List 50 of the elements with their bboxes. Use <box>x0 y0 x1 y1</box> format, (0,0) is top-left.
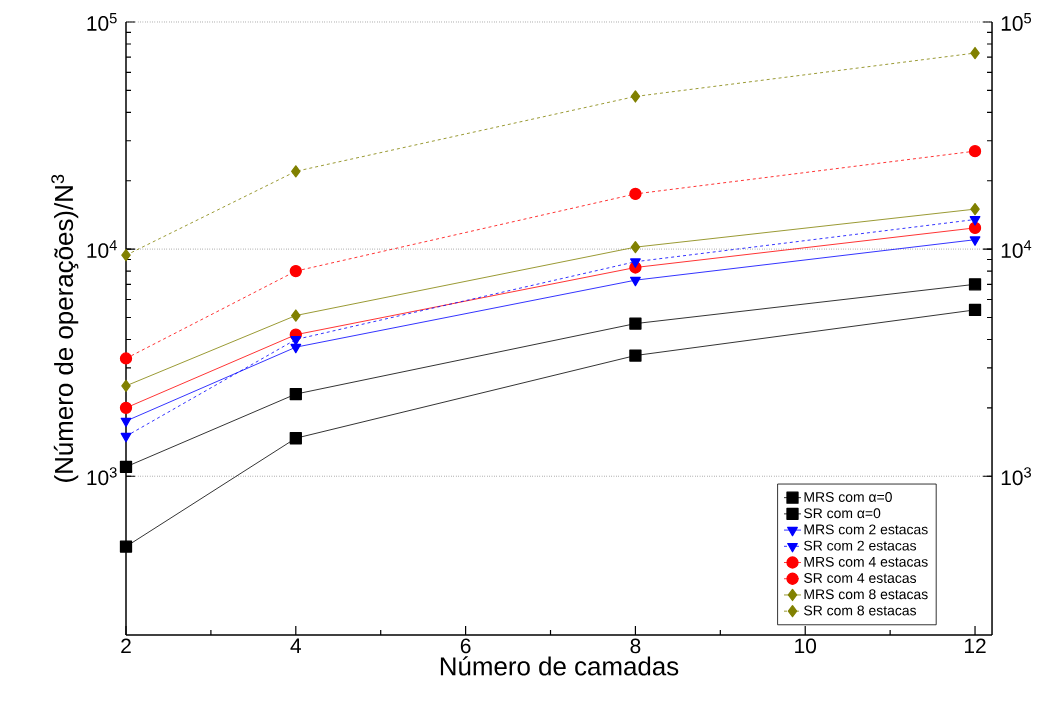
x-tick-label: 2 <box>121 638 131 654</box>
point <box>289 264 302 278</box>
point <box>630 90 641 103</box>
point <box>968 278 982 291</box>
point <box>968 303 982 317</box>
point <box>289 387 302 401</box>
point <box>969 216 981 226</box>
point <box>119 401 133 415</box>
point <box>119 540 133 553</box>
point <box>291 165 301 178</box>
text: 10$^{3}$ <box>1001 467 1031 486</box>
legend-label: MRS com α=0 <box>804 492 892 502</box>
legend-label: MRS com 4 estacas <box>804 556 928 567</box>
point <box>630 258 641 268</box>
point <box>630 276 641 287</box>
text: 10$^{4}$ <box>1001 240 1032 258</box>
text: 10$^{5}$ <box>1001 13 1032 31</box>
x-tick-label: 10 <box>795 638 817 654</box>
y-tick-label: 10$^{3}$ <box>87 467 117 486</box>
point <box>120 432 132 443</box>
legend-label: SR com 2 estacas <box>804 540 917 551</box>
point <box>629 349 642 362</box>
legend-label: MRS com 8 estacas <box>804 589 928 600</box>
y-tick-label: 10$^{5}$ <box>87 13 117 31</box>
y-tick-label: 10$^{4}$ <box>87 240 117 258</box>
point <box>120 417 132 428</box>
x-tick-label: 4 <box>290 638 301 653</box>
point <box>119 460 133 473</box>
legend-label: MRS com 2 estacas <box>804 524 928 535</box>
point <box>630 241 641 254</box>
point <box>119 352 133 365</box>
point <box>121 249 131 262</box>
point <box>629 317 642 330</box>
y-axis-title: (Número de operações)/N$^{3}$ <box>51 174 79 482</box>
point <box>970 202 980 216</box>
point <box>629 187 642 201</box>
point <box>121 379 131 392</box>
legend-label: SR com α=0 <box>804 508 881 519</box>
legend-label: SR com 4 estacas <box>804 573 917 583</box>
point <box>290 343 302 354</box>
point <box>969 236 981 246</box>
point <box>970 46 980 60</box>
x-tick-label: 6 <box>460 638 471 654</box>
x-tick-label: 8 <box>630 638 641 654</box>
point <box>968 144 982 158</box>
x-tick-label: 12 <box>964 638 986 654</box>
point <box>289 432 302 445</box>
legend-label: SR com 8 estacas <box>804 605 917 616</box>
point <box>291 309 301 322</box>
x-axis-title: Número de camadas <box>440 656 679 676</box>
